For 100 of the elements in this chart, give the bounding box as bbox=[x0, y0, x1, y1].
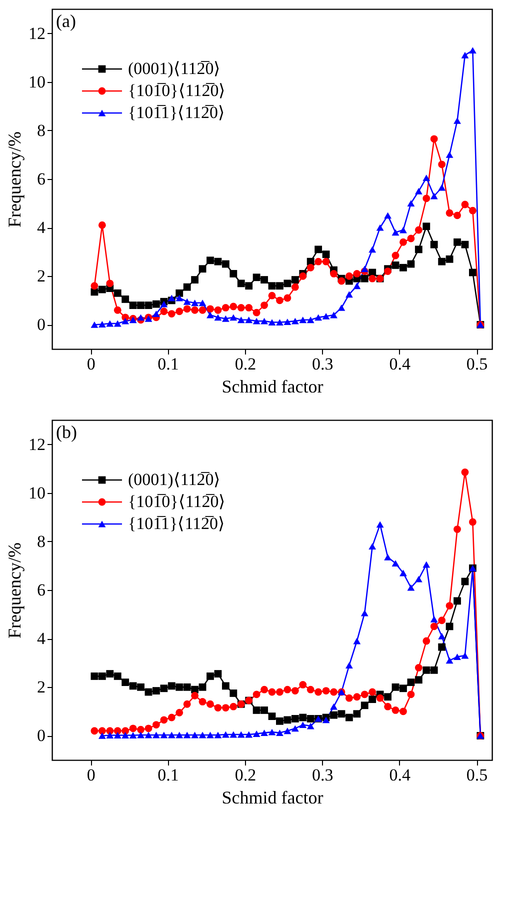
point bbox=[129, 732, 137, 738]
point bbox=[438, 160, 446, 168]
point bbox=[414, 226, 422, 234]
point bbox=[122, 678, 130, 686]
point bbox=[407, 234, 415, 242]
point bbox=[360, 266, 368, 272]
point bbox=[98, 732, 106, 739]
point bbox=[392, 229, 400, 236]
point bbox=[237, 731, 245, 738]
point bbox=[98, 727, 106, 735]
point bbox=[183, 700, 191, 708]
point bbox=[284, 280, 292, 288]
y-tick-label: 8 bbox=[37, 120, 46, 140]
x-axis-title: Schmid factor bbox=[222, 376, 324, 396]
point bbox=[230, 302, 238, 310]
point bbox=[306, 686, 314, 694]
legend-label: {101̅1}⟨112̅0⟩ bbox=[128, 514, 226, 533]
y-tick-label: 10 bbox=[28, 72, 46, 92]
point bbox=[168, 294, 176, 302]
x-tick-label: 0 bbox=[86, 354, 96, 374]
point bbox=[90, 282, 98, 290]
point bbox=[446, 209, 454, 217]
point bbox=[245, 304, 253, 312]
point bbox=[314, 688, 322, 696]
point bbox=[191, 732, 199, 738]
point bbox=[376, 224, 384, 231]
point bbox=[322, 258, 330, 266]
point bbox=[176, 308, 184, 316]
point bbox=[237, 304, 245, 312]
point bbox=[468, 268, 476, 276]
point bbox=[461, 468, 469, 476]
x-tick-label: 0.4 bbox=[389, 766, 411, 784]
point bbox=[129, 302, 137, 309]
point bbox=[183, 305, 191, 313]
point bbox=[330, 711, 338, 719]
point bbox=[368, 543, 376, 550]
legend-label: (0001)⟨112̅0⟩ bbox=[128, 59, 221, 78]
point bbox=[284, 318, 292, 326]
y-tick-label: 6 bbox=[37, 170, 46, 188]
point bbox=[106, 670, 114, 678]
point bbox=[392, 560, 400, 566]
point bbox=[114, 320, 122, 327]
y-tick-label: 0 bbox=[37, 726, 46, 746]
point bbox=[438, 258, 446, 266]
y-tick-label: 12 bbox=[28, 434, 46, 454]
point bbox=[90, 322, 98, 328]
point bbox=[214, 704, 222, 712]
point bbox=[176, 732, 184, 738]
point bbox=[407, 678, 415, 686]
point bbox=[183, 683, 191, 691]
point bbox=[414, 188, 422, 194]
x-tick-label: 0 bbox=[86, 766, 96, 784]
point bbox=[129, 682, 137, 690]
point bbox=[454, 526, 461, 533]
point bbox=[137, 683, 144, 691]
point bbox=[338, 304, 346, 311]
point bbox=[137, 726, 144, 734]
point bbox=[176, 683, 184, 691]
point bbox=[438, 643, 446, 651]
point bbox=[414, 246, 422, 254]
point bbox=[237, 280, 245, 288]
point bbox=[384, 268, 392, 275]
point bbox=[392, 683, 400, 691]
point bbox=[122, 296, 130, 303]
point bbox=[461, 652, 469, 659]
point bbox=[214, 314, 222, 321]
point bbox=[260, 302, 268, 309]
point bbox=[314, 258, 322, 266]
point bbox=[407, 200, 415, 206]
legend-label: {101̅1}⟨112̅0⟩ bbox=[128, 103, 226, 122]
point bbox=[461, 240, 469, 248]
point bbox=[322, 250, 330, 258]
point bbox=[345, 291, 353, 298]
point bbox=[160, 716, 168, 724]
point bbox=[268, 728, 276, 736]
point bbox=[90, 672, 98, 680]
point bbox=[422, 174, 430, 181]
point bbox=[160, 300, 168, 308]
point bbox=[338, 710, 346, 718]
x-tick-label: 0.2 bbox=[234, 766, 256, 784]
point bbox=[160, 732, 168, 738]
point bbox=[306, 264, 314, 272]
point bbox=[260, 730, 268, 736]
point bbox=[260, 318, 268, 324]
x-tick-label: 0.4 bbox=[389, 354, 411, 374]
point bbox=[160, 308, 168, 316]
point bbox=[252, 730, 260, 737]
point bbox=[291, 318, 299, 324]
legend-label: {101̅0}⟨112̅0⟩ bbox=[128, 492, 226, 511]
y-tick-label: 8 bbox=[37, 532, 46, 551]
x-tick-label: 0.1 bbox=[158, 766, 179, 784]
point bbox=[422, 637, 430, 645]
point bbox=[291, 725, 299, 732]
point bbox=[384, 693, 392, 701]
point bbox=[114, 732, 122, 738]
point bbox=[454, 118, 461, 124]
point bbox=[252, 274, 260, 282]
point bbox=[144, 302, 152, 309]
point bbox=[422, 561, 430, 568]
point bbox=[114, 672, 122, 680]
